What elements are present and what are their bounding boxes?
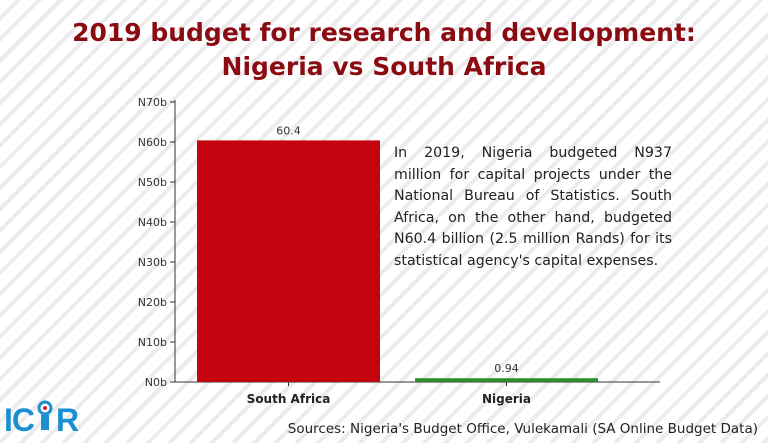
chart-title-line-1: 2019 budget for research and development… bbox=[72, 18, 696, 47]
data-label: 0.94 bbox=[494, 362, 519, 375]
y-tick-label: N60b bbox=[138, 136, 167, 149]
icir-logo: IC R bbox=[4, 400, 79, 440]
logo-text-prefix: IC bbox=[4, 401, 35, 438]
chart-annotation: In 2019, Nigeria budgeted N937 million f… bbox=[394, 145, 672, 269]
y-tick-label: N70b bbox=[138, 96, 167, 109]
data-label: 60.4 bbox=[276, 124, 301, 137]
y-tick-label: N20b bbox=[138, 296, 167, 309]
bar-nigeria bbox=[415, 378, 598, 382]
y-tick-label: N40b bbox=[138, 216, 167, 229]
y-tick-label: N10b bbox=[138, 336, 167, 349]
x-tick-label: South Africa bbox=[247, 392, 331, 406]
logo-person-icon bbox=[34, 400, 56, 440]
source-note: Sources: Nigeria's Budget Office, Vuleka… bbox=[287, 421, 758, 437]
chart-title-line-2: Nigeria vs South Africa bbox=[221, 52, 547, 81]
y-tick-label: N0b bbox=[145, 376, 167, 389]
x-tick-label: Nigeria bbox=[482, 392, 531, 406]
y-tick-label: N50b bbox=[138, 176, 167, 189]
bar-south-africa bbox=[197, 140, 380, 382]
chart-title: 2019 budget for research and development… bbox=[0, 16, 768, 84]
logo-text-suffix: R bbox=[56, 401, 79, 438]
y-tick-label: N30b bbox=[138, 256, 167, 269]
